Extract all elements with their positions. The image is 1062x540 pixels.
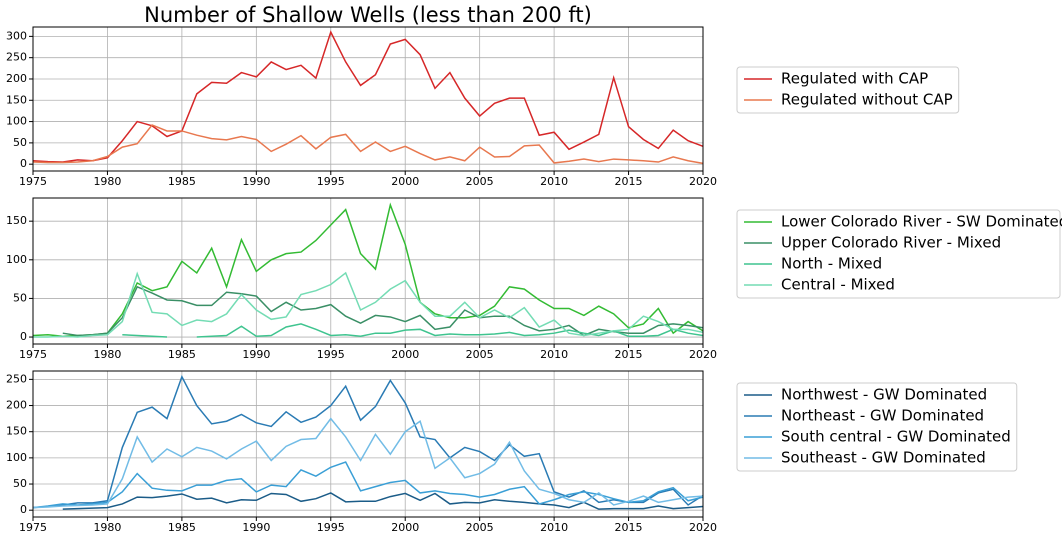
- x-tick-label: 1990: [242, 348, 270, 361]
- series-line: [32, 124, 704, 165]
- x-tick-label: 2010: [540, 348, 568, 361]
- y-tick-label: 150: [6, 93, 27, 106]
- legend-label: Lower Colorado River - SW Dominated: [781, 213, 1062, 231]
- x-tick-label: 2020: [689, 348, 717, 361]
- x-tick-label: 2020: [689, 175, 717, 188]
- series-line: [122, 323, 704, 338]
- legend-label: Northwest - GW Dominated: [781, 386, 987, 404]
- y-tick-label: 150: [6, 425, 27, 438]
- plot-frame: [32, 26, 704, 172]
- y-tick-label: 300: [6, 29, 27, 42]
- x-tick-label: 1980: [93, 348, 121, 361]
- x-tick-label: 2015: [615, 521, 643, 534]
- legend: Regulated with CAP Regulated without CAP: [736, 66, 960, 114]
- x-tick-label: 2000: [391, 348, 419, 361]
- x-tick-label: 2010: [540, 521, 568, 534]
- plot-frame: [32, 197, 704, 345]
- legend-label: Upper Colorado River - Mixed: [781, 234, 1001, 252]
- legend-label: Southeast - GW Dominated: [781, 449, 986, 467]
- legend-label: Regulated with CAP: [781, 70, 928, 88]
- x-tick-label: 2010: [540, 175, 568, 188]
- x-tick-label: 1985: [168, 348, 196, 361]
- legend-label: Northeast - GW Dominated: [781, 407, 984, 425]
- legend-label: Regulated without CAP: [781, 91, 953, 109]
- series-line: [62, 492, 704, 510]
- plot-frame: [32, 370, 704, 518]
- y-tick-label: 200: [6, 399, 27, 412]
- y-tick-label: 50: [13, 291, 27, 304]
- legend-label: Central - Mixed: [781, 276, 895, 294]
- y-tick-label: 0: [20, 330, 27, 343]
- x-tick-label: 1985: [168, 521, 196, 534]
- x-tick-label: 1995: [317, 175, 345, 188]
- y-tick-label: 250: [6, 372, 27, 385]
- y-tick-label: 50: [13, 477, 27, 490]
- chart-title: Number of Shallow Wells (less than 200 f…: [144, 3, 592, 27]
- series-line: [32, 374, 704, 509]
- series-line: [32, 30, 704, 163]
- x-tick-label: 1980: [93, 521, 121, 534]
- x-tick-label: 2005: [466, 348, 494, 361]
- x-tick-label: 2000: [391, 521, 419, 534]
- legend-box: [736, 382, 1018, 472]
- y-tick-label: 0: [20, 503, 27, 516]
- legend: Lower Colorado River - SW Dominated Upper…: [736, 209, 1062, 299]
- y-tick-label: 150: [6, 214, 27, 227]
- y-tick-label: 250: [6, 51, 27, 64]
- x-tick-label: 1985: [168, 175, 196, 188]
- x-tick-label: 1995: [317, 348, 345, 361]
- x-tick-label: 2015: [615, 175, 643, 188]
- x-tick-label: 1980: [93, 175, 121, 188]
- x-tick-label: 2000: [391, 175, 419, 188]
- y-tick-label: 100: [6, 115, 27, 128]
- legend-box: [736, 209, 1061, 299]
- x-tick-label: 2005: [466, 175, 494, 188]
- x-tick-label: 1975: [19, 175, 47, 188]
- series-line: [32, 461, 704, 509]
- x-tick-label: 1995: [317, 521, 345, 534]
- legend-label: South central - GW Dominated: [781, 428, 1011, 446]
- y-tick-label: 100: [6, 451, 27, 464]
- x-tick-label: 1975: [19, 521, 47, 534]
- y-tick-label: 50: [13, 136, 27, 149]
- legend-box: [736, 66, 960, 114]
- y-tick-label: 0: [20, 157, 27, 170]
- x-tick-label: 1990: [242, 521, 270, 534]
- x-tick-label: 2005: [466, 521, 494, 534]
- y-tick-label: 200: [6, 72, 27, 85]
- y-tick-label: 100: [6, 253, 27, 266]
- x-tick-label: 1990: [242, 175, 270, 188]
- legend-label: North - Mixed: [781, 255, 882, 273]
- x-tick-label: 2015: [615, 348, 643, 361]
- series-line: [33, 271, 704, 338]
- series-line: [32, 202, 704, 338]
- series-line: [32, 417, 704, 509]
- x-tick-label: 2020: [689, 521, 717, 534]
- x-tick-label: 1975: [19, 348, 47, 361]
- series-line: [62, 285, 704, 337]
- legend: Northwest - GW Dominated Northeast - GW D…: [736, 382, 1018, 472]
